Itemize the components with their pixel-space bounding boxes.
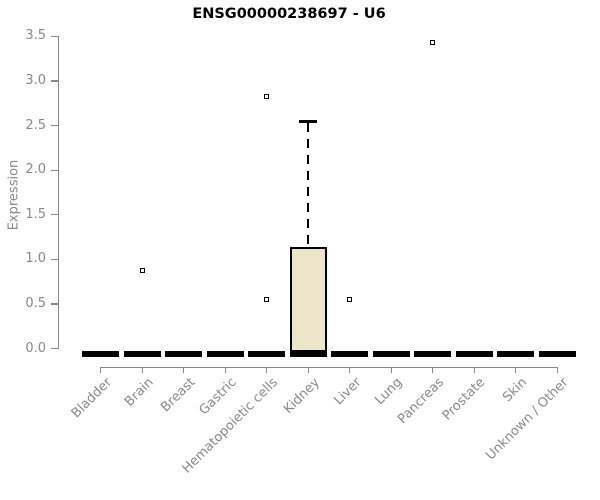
y-tick-label: 0.5	[25, 295, 46, 311]
y-tick	[51, 303, 58, 305]
outlier-point	[264, 93, 269, 99]
x-tick	[515, 366, 517, 373]
y-tick-label: 2.5	[25, 117, 46, 133]
whisker-cap	[299, 119, 317, 123]
x-tick-label: Skin	[499, 375, 531, 406]
x-tick	[390, 366, 392, 373]
x-tick	[432, 366, 434, 373]
y-tick	[51, 35, 58, 37]
chart-title: ENSG00000238697 - U6	[192, 6, 386, 22]
outlier-point	[430, 40, 435, 46]
x-tick	[266, 366, 268, 373]
zero-bar	[497, 351, 534, 357]
x-tick	[349, 366, 351, 373]
x-tick	[100, 366, 102, 373]
y-tick	[51, 258, 58, 260]
x-tick-label: Brain	[121, 375, 157, 410]
x-tick-label: Breast	[157, 375, 199, 416]
y-tick	[51, 169, 58, 171]
zero-bar	[538, 351, 576, 357]
x-tick	[473, 366, 475, 373]
box-plot-box	[289, 246, 327, 353]
x-tick	[307, 366, 309, 373]
zero-bar	[414, 351, 451, 357]
x-tick	[556, 366, 558, 373]
whisker	[307, 123, 309, 248]
x-tick-label: Prostate	[440, 375, 489, 424]
x-tick-label: Bladder	[68, 375, 116, 422]
x-tick-label: Lung	[372, 375, 406, 409]
y-tick-label: 0.0	[25, 340, 46, 356]
zero-bar	[331, 351, 368, 357]
y-tick	[51, 348, 58, 350]
zero-bar	[82, 351, 119, 357]
zero-bar	[289, 351, 327, 357]
y-tick-label: 1.0	[25, 251, 46, 267]
outlier-point	[139, 268, 145, 274]
y-tick	[51, 80, 58, 82]
x-tick	[141, 366, 143, 373]
x-tick	[183, 366, 185, 373]
zero-bar	[206, 351, 244, 357]
y-tick-label: 3.5	[25, 28, 46, 44]
y-tick	[51, 214, 58, 216]
y-axis-line	[58, 35, 60, 349]
y-tick-label: 1.5	[25, 206, 46, 222]
y-tick-label: 3.0	[25, 72, 46, 88]
x-tick	[224, 366, 226, 373]
zero-bar	[372, 351, 410, 357]
outlier-point	[264, 296, 269, 302]
y-tick-label: 2.0	[25, 162, 46, 178]
zero-bar	[455, 351, 493, 357]
x-axis-line	[100, 366, 558, 368]
zero-bar	[248, 351, 285, 357]
zero-bar	[123, 351, 161, 357]
outlier-point	[347, 296, 352, 302]
zero-bar	[165, 351, 202, 357]
y-tick	[51, 125, 58, 127]
x-tick-label: Liver	[330, 375, 365, 409]
x-tick-label: Kidney	[280, 375, 323, 417]
